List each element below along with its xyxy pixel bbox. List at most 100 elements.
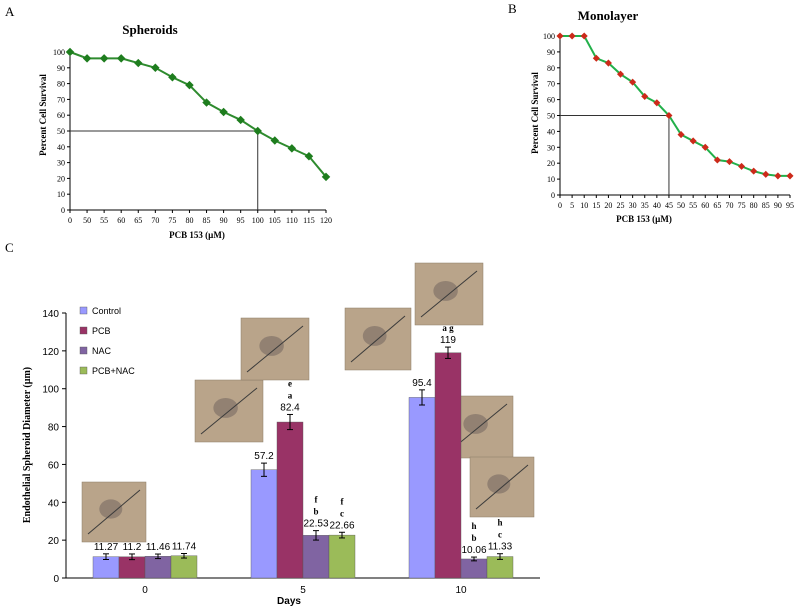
chart-b-xtick-label: 30	[629, 201, 637, 210]
micrograph-scale-line	[350, 315, 406, 363]
chart-c-data-label: 22.66	[329, 520, 354, 531]
chart-c-bar	[434, 352, 462, 579]
chart-a-ytick-label: 10	[57, 190, 65, 199]
chart-a-xtick-label: 110	[286, 216, 298, 225]
chart-b-point	[786, 172, 794, 180]
chart-b-ytick-label: 100	[543, 32, 555, 41]
chart-c-data-label: 22.53	[303, 519, 328, 530]
chart-c-bar	[328, 534, 356, 579]
chart-b-xtick-label: 45	[665, 201, 673, 210]
chart-a-ytick-label: 60	[57, 111, 65, 120]
chart-a-point	[168, 73, 177, 82]
chart-c-ytick-label: 20	[48, 536, 60, 547]
chart-a-ytick-label: 100	[53, 48, 65, 57]
chart-c-legend-swatch	[79, 306, 88, 315]
chart-c-xtick-label: 10	[455, 585, 467, 596]
chart-a-xtick-label: 100	[252, 216, 264, 225]
chart-c-bar	[250, 469, 278, 579]
micrograph-scale-line	[420, 270, 478, 318]
chart-a-xtick-label: 85	[203, 216, 211, 225]
chart-b-xtick-label: 60	[701, 201, 709, 210]
chart-c-significance-letter: b	[471, 533, 476, 543]
chart-c-significance-letter: e	[288, 378, 292, 388]
chart-b-point	[592, 54, 600, 62]
chart-c-data-label: 82.4	[280, 402, 300, 413]
chart-b-point	[616, 70, 625, 78]
chart-a-ytick-label: 20	[57, 174, 65, 183]
chart-b-xtick-label: 75	[738, 201, 746, 210]
chart-c-ylabel: Endothelial Spheroid Diameter (µm)	[22, 367, 33, 523]
panel-label-a: A	[5, 4, 15, 19]
chart-b-ytick-label: 30	[547, 143, 555, 152]
chart-a-point	[151, 63, 160, 73]
chart-c-significance-letter: a	[288, 390, 293, 400]
micrograph-spheroid	[213, 397, 238, 418]
chart-b-point	[665, 111, 673, 120]
micrograph-spheroid	[433, 280, 458, 301]
chart-a-xtick-label: 65	[134, 216, 142, 225]
chart-b-xtick-label: 65	[713, 201, 721, 210]
chart-b-point	[629, 78, 637, 86]
chart-b-point	[774, 172, 782, 180]
chart-b-ytick-label: 50	[547, 112, 555, 121]
chart-a-xlabel: PCB 153 (µM)	[169, 230, 225, 240]
chart-b-point	[762, 170, 770, 178]
chart-c-ytick-label: 100	[42, 385, 59, 396]
chart-c-data-label: 11.2	[123, 542, 142, 553]
chart-b-xtick-label: 25	[617, 201, 625, 210]
chart-a-xtick-label: 55	[100, 216, 108, 225]
chart-c-significance-letter: c	[340, 508, 344, 518]
chart-a-point	[321, 172, 331, 182]
chart-a-point	[185, 80, 194, 90]
chart-a-point	[304, 152, 314, 161]
chart-c-xlabel: Days	[277, 596, 301, 607]
chart-a-point	[116, 54, 126, 63]
chart-c-ytick-label: 140	[42, 309, 59, 320]
chart-b-xtick-label: 50	[677, 201, 685, 210]
chart-a-xtick-label: 95	[237, 216, 245, 225]
chart-b-xtick-label: 15	[592, 201, 600, 210]
chart-b-xtick-label: 5	[570, 201, 574, 210]
chart-a-xtick-label: 105	[269, 216, 281, 225]
chart-c-bar	[170, 555, 198, 579]
chart-a-title: Spheroids	[122, 22, 177, 37]
micrograph-spheroid	[487, 474, 511, 494]
chart-b-point	[713, 156, 721, 164]
chart-b-ytick-label: 20	[547, 159, 555, 168]
chart-c-significance-letter: a g	[442, 323, 454, 333]
chart-b-ytick-label: 40	[547, 127, 555, 136]
chart-a-ytick-label: 40	[57, 143, 65, 152]
chart-a-ytick-label: 50	[57, 127, 65, 136]
chart-c-significance-letter: c	[498, 530, 502, 540]
chart-a-point	[236, 115, 245, 125]
chart-c-legend-swatch	[79, 326, 88, 335]
chart-a-point	[219, 107, 228, 117]
chart-c-legend-label: Control	[92, 306, 121, 316]
chart-a-point	[65, 47, 75, 57]
chart-b-point	[689, 137, 697, 145]
chart-b-xlabel: PCB 153 (µM)	[616, 214, 672, 224]
chart-c-significance-letter: f	[341, 496, 345, 506]
chart-b-point	[725, 158, 734, 166]
chart-b-ytick-label: 90	[547, 48, 555, 57]
chart-c-data-label: 10.06	[461, 545, 486, 556]
panel-label-b: B	[508, 1, 517, 16]
chart-b-ytick-label: 0	[551, 191, 555, 200]
chart-c-bar	[302, 535, 330, 579]
chart-b-point	[750, 167, 758, 175]
chart-b-point	[568, 32, 576, 40]
chart-a-point	[82, 54, 92, 63]
chart-b-point	[701, 143, 709, 151]
micrograph-scale-line	[87, 489, 141, 535]
panel-a: A Spheroids 0 10 20 30 40 50 60 70 80 90 100 0 50 55 6…	[5, 4, 332, 240]
chart-b-point	[738, 162, 746, 170]
chart-c-data-label: 119	[440, 335, 456, 346]
chart-b-ytick-label: 10	[547, 175, 555, 184]
chart-b-xtick-label: 0	[558, 201, 562, 210]
chart-c-data-label: 11.74	[172, 542, 197, 553]
chart-c-data-label: 57.2	[254, 451, 274, 462]
chart-a-ytick-label: 80	[57, 80, 65, 89]
chart-a-xtick-label: 75	[168, 216, 176, 225]
chart-b-xtick-label: 35	[641, 201, 649, 210]
